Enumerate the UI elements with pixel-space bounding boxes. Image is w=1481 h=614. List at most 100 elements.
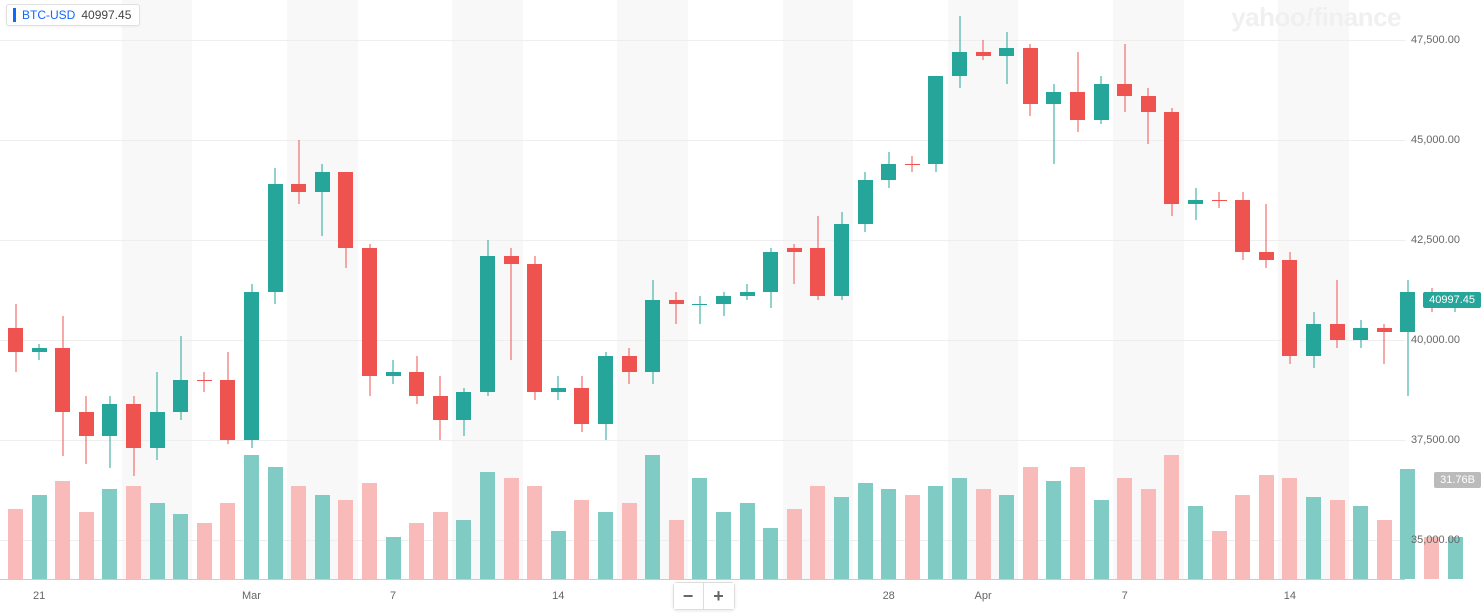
y-tick-label: 35,000.00 bbox=[1411, 534, 1460, 546]
last-price-value: 40997.45 bbox=[1429, 294, 1475, 306]
volume-bar[interactable] bbox=[1235, 495, 1250, 579]
volume-bar[interactable] bbox=[173, 514, 188, 579]
plot-area[interactable] bbox=[0, 0, 1405, 580]
volume-bar[interactable] bbox=[1282, 478, 1297, 579]
x-tick-label: 14 bbox=[1284, 590, 1296, 602]
volume-bar[interactable] bbox=[480, 472, 495, 579]
volume-bar[interactable] bbox=[1259, 475, 1274, 579]
volume-bar[interactable] bbox=[1164, 455, 1179, 579]
watermark-logo: yahoo!finance bbox=[1231, 2, 1401, 33]
y-gridline bbox=[0, 340, 1405, 341]
volume-bar[interactable] bbox=[1377, 520, 1392, 579]
volume-bar[interactable] bbox=[881, 489, 896, 579]
volume-bar[interactable] bbox=[858, 483, 873, 579]
volume-bar[interactable] bbox=[787, 509, 802, 579]
volume-bar[interactable] bbox=[8, 509, 23, 579]
volume-bar[interactable] bbox=[716, 512, 731, 580]
candle-wick bbox=[1124, 44, 1125, 112]
watermark-left: yahoo bbox=[1231, 2, 1305, 32]
x-tick-label: 14 bbox=[552, 590, 564, 602]
volume-bar[interactable] bbox=[928, 486, 943, 579]
candle-body bbox=[740, 292, 755, 296]
candle-body bbox=[291, 184, 306, 192]
candle-body bbox=[1212, 200, 1227, 201]
candle-body bbox=[102, 404, 117, 436]
last-volume-tag: 31.76B bbox=[1434, 472, 1481, 488]
volume-bar[interactable] bbox=[55, 481, 70, 579]
volume-bar[interactable] bbox=[645, 455, 660, 579]
volume-bar[interactable] bbox=[1117, 478, 1132, 579]
volume-bar[interactable] bbox=[574, 500, 589, 579]
volume-bar[interactable] bbox=[999, 495, 1014, 579]
volume-bar[interactable] bbox=[1212, 531, 1227, 579]
volume-bar[interactable] bbox=[433, 512, 448, 580]
candle-body bbox=[976, 52, 991, 56]
candle-wick bbox=[511, 248, 512, 360]
y-gridline bbox=[0, 40, 1405, 41]
volume-bar[interactable] bbox=[1306, 497, 1321, 579]
volume-bar[interactable] bbox=[527, 486, 542, 579]
volume-bar[interactable] bbox=[1353, 506, 1368, 579]
volume-bar[interactable] bbox=[1094, 500, 1109, 579]
volume-bar[interactable] bbox=[268, 467, 283, 580]
volume-bar[interactable] bbox=[409, 523, 424, 579]
volume-bar[interactable] bbox=[362, 483, 377, 579]
volume-bar[interactable] bbox=[197, 523, 212, 579]
x-tick-label: 7 bbox=[1122, 590, 1128, 602]
ticker-accent-bar bbox=[13, 8, 16, 22]
volume-bar[interactable] bbox=[763, 528, 778, 579]
volume-bar[interactable] bbox=[1046, 481, 1061, 579]
volume-bar[interactable] bbox=[598, 512, 613, 580]
candle-body bbox=[173, 380, 188, 412]
volume-bar[interactable] bbox=[740, 503, 755, 579]
candle-body bbox=[1094, 84, 1109, 120]
volume-bar[interactable] bbox=[244, 455, 259, 579]
y-gridline bbox=[0, 440, 1405, 441]
volume-bar[interactable] bbox=[1330, 500, 1345, 579]
volume-bar[interactable] bbox=[291, 486, 306, 579]
candle-body bbox=[362, 248, 377, 376]
x-tick-label: Apr bbox=[975, 590, 992, 602]
volume-bar[interactable] bbox=[669, 520, 684, 579]
candle-body bbox=[716, 296, 731, 304]
volume-bar[interactable] bbox=[1023, 467, 1038, 580]
volume-bar[interactable] bbox=[150, 503, 165, 579]
candle-body bbox=[598, 356, 613, 424]
volume-bar[interactable] bbox=[810, 486, 825, 579]
volume-bar[interactable] bbox=[338, 500, 353, 579]
zoom-controls: − + bbox=[673, 582, 735, 610]
volume-bar[interactable] bbox=[692, 478, 707, 579]
volume-bar[interactable] bbox=[1070, 467, 1085, 580]
y-tick-label: 42,500.00 bbox=[1411, 234, 1460, 246]
volume-bar[interactable] bbox=[32, 495, 47, 579]
volume-bar[interactable] bbox=[834, 497, 849, 579]
volume-bar[interactable] bbox=[551, 531, 566, 579]
candle-body bbox=[881, 164, 896, 180]
volume-bar[interactable] bbox=[456, 520, 471, 579]
ticker-badge[interactable]: BTC-USD 40997.45 bbox=[6, 4, 140, 26]
volume-bar[interactable] bbox=[386, 537, 401, 579]
volume-bar[interactable] bbox=[952, 478, 967, 579]
volume-bar[interactable] bbox=[622, 503, 637, 579]
zoom-out-button[interactable]: − bbox=[674, 583, 704, 609]
zoom-in-button[interactable]: + bbox=[704, 583, 734, 609]
volume-bar[interactable] bbox=[315, 495, 330, 579]
ticker-price: 40997.45 bbox=[81, 8, 131, 22]
candle-body bbox=[1330, 324, 1345, 340]
volume-bar[interactable] bbox=[976, 489, 991, 579]
volume-bar[interactable] bbox=[1188, 506, 1203, 579]
candle-body bbox=[1282, 260, 1297, 356]
volume-bar[interactable] bbox=[79, 512, 94, 580]
candle-body bbox=[456, 392, 471, 420]
candle-wick bbox=[204, 372, 205, 392]
volume-bar[interactable] bbox=[504, 478, 519, 579]
candle-body bbox=[1235, 200, 1250, 252]
volume-bar[interactable] bbox=[1141, 489, 1156, 579]
volume-bar[interactable] bbox=[905, 495, 920, 579]
volume-bar[interactable] bbox=[102, 489, 117, 579]
last-volume-value: 31.76B bbox=[1440, 474, 1475, 486]
candle-body bbox=[669, 300, 684, 304]
volume-bar[interactable] bbox=[126, 486, 141, 579]
volume-bar[interactable] bbox=[220, 503, 235, 579]
candle-wick bbox=[1006, 32, 1007, 84]
